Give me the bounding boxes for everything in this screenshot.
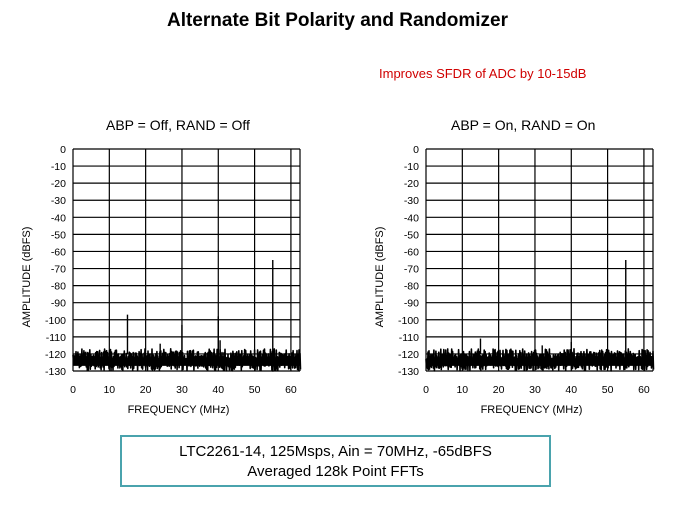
y-tick-label: -40	[404, 212, 419, 224]
y-tick-label: -50	[404, 229, 419, 241]
test-conditions-line-1: LTC2261-14, 125Msps, Ain = 70MHz, -65dBF…	[179, 443, 492, 460]
y-tick-label: -30	[51, 195, 66, 207]
y-tick-label: -90	[51, 298, 66, 310]
x-tick-label: 40	[565, 384, 577, 396]
chart-background	[368, 138, 658, 422]
test-conditions-box: LTC2261-14, 125Msps, Ain = 70MHz, -65dBF…	[120, 435, 551, 487]
x-tick-label: 10	[103, 384, 115, 396]
page-title: Alternate Bit Polarity and Randomizer	[166, 10, 508, 31]
y-tick-label: -30	[404, 195, 419, 207]
y-axis-label: AMPLITUDE (dBFS)	[374, 227, 386, 328]
y-tick-label: 0	[413, 144, 419, 156]
y-tick-label: -90	[404, 298, 419, 310]
y-tick-label: -100	[45, 315, 66, 327]
noise-floor-band	[426, 359, 653, 366]
x-tick-label: 60	[638, 384, 650, 396]
x-tick-label: 50	[602, 384, 614, 396]
x-axis-label: FREQUENCY (MHz)	[128, 404, 230, 416]
x-tick-label: 40	[212, 384, 224, 396]
noise-floor-band	[73, 359, 300, 366]
x-tick-label: 20	[140, 384, 152, 396]
y-tick-label: -50	[51, 229, 66, 241]
y-tick-label: -20	[51, 178, 66, 190]
x-tick-label: 10	[456, 384, 468, 396]
x-tick-label: 30	[176, 384, 188, 396]
y-tick-label: -10	[51, 161, 66, 173]
chart-background	[15, 138, 305, 422]
y-tick-label: -40	[51, 212, 66, 224]
y-tick-label: -60	[404, 246, 419, 258]
x-tick-label: 30	[529, 384, 541, 396]
x-tick-label: 50	[249, 384, 261, 396]
y-tick-label: -110	[399, 332, 419, 344]
y-tick-label: -60	[51, 246, 66, 258]
y-tick-label: -120	[398, 349, 419, 361]
y-tick-label: -110	[46, 332, 66, 344]
y-tick-label: -70	[404, 264, 419, 276]
left-chart-title: ABP = Off, RAND = Off	[106, 117, 250, 133]
y-tick-label: -130	[45, 366, 66, 378]
y-tick-label: -20	[404, 178, 419, 190]
right-chart-title: ABP = On, RAND = On	[451, 117, 596, 133]
fft-chart-abp-on: 0 -10 -20 -30 -40 -50 -60 -70 -80 -90 -100 -110 -120…	[368, 138, 658, 422]
y-tick-label: -10	[404, 161, 419, 173]
y-axis-label: AMPLITUDE (dBFS)	[21, 227, 33, 328]
x-tick-label: 0	[70, 384, 76, 396]
x-axis-label: FREQUENCY (MHz)	[481, 404, 583, 416]
x-tick-label: 20	[493, 384, 505, 396]
y-tick-label: 0	[60, 144, 66, 156]
y-tick-label: -130	[398, 366, 419, 378]
y-tick-label: -80	[51, 281, 66, 293]
test-conditions-line-2: Averaged 128k Point FFTs	[247, 463, 424, 480]
y-tick-label: -120	[45, 349, 66, 361]
x-tick-label: 0	[423, 384, 429, 396]
y-tick-label: -70	[51, 264, 66, 276]
fft-chart-abp-off: 0 -10 -20 -30 -40 -50 -60 -70 -80 -90 -100 -110 -120…	[15, 138, 305, 422]
y-tick-label: -100	[398, 315, 419, 327]
y-tick-label: -80	[404, 281, 419, 293]
x-tick-label: 60	[285, 384, 297, 396]
sfdr-note: Improves SFDR of ADC by 10-15dB	[379, 66, 587, 81]
